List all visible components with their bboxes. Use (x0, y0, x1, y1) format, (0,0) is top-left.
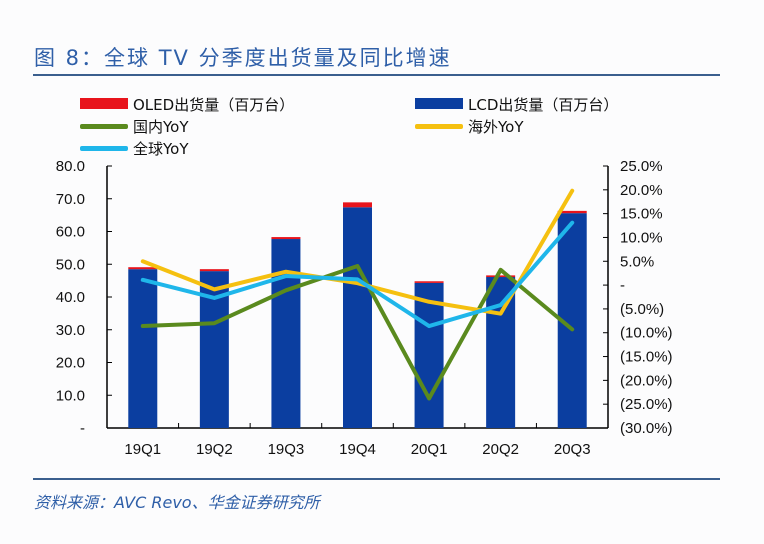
right-tick-label: (5.0%) (620, 301, 664, 318)
left-tick-label: 50.0 (56, 256, 85, 273)
bar-oled-19Q4 (343, 202, 372, 208)
legend-label: 全球YoY (133, 140, 189, 158)
bar-lcd-19Q3 (271, 239, 301, 428)
x-tick-label: 19Q1 (124, 441, 161, 458)
title-divider (33, 74, 720, 76)
left-tick-label: 70.0 (56, 191, 85, 208)
right-tick-label: - (620, 277, 625, 294)
left-tick-label: 10.0 (56, 387, 85, 404)
legend-swatch-0 (80, 98, 128, 109)
bar-oled-20Q3 (557, 210, 587, 214)
right-tick-label: 20.0% (620, 182, 663, 199)
footer-divider (33, 478, 720, 480)
left-tick-label: - (80, 420, 85, 437)
legend-label: 国内YoY (133, 118, 189, 136)
right-tick-label: (10.0%) (620, 325, 673, 342)
right-tick-label: (15.0%) (620, 349, 673, 366)
bar-lcd-19Q4 (343, 207, 372, 428)
bar-oled-20Q2 (486, 275, 516, 278)
x-tick-label: 20Q3 (554, 441, 591, 458)
right-tick-label: 10.0% (620, 229, 663, 246)
bar-oled-19Q3 (271, 237, 301, 240)
legend-swatch-3 (415, 124, 463, 129)
legend-label: LCD出货量（百万台） (468, 96, 618, 114)
right-tick-label: (20.0%) (620, 372, 673, 389)
right-tick-label: (30.0%) (620, 420, 673, 437)
x-tick-label: 19Q4 (339, 441, 376, 458)
right-tick-label: 5.0% (620, 253, 654, 270)
legend-label: OLED出货量（百万台） (133, 96, 294, 114)
left-tick-label: 20.0 (56, 355, 85, 372)
x-tick-label: 19Q3 (268, 441, 305, 458)
bar-lcd-20Q1 (414, 282, 444, 428)
bar-oled-19Q2 (199, 269, 229, 272)
source-note: 资料来源：AVC Revo、华金证券研究所 (34, 493, 320, 512)
left-tick-label: 80.0 (56, 158, 85, 175)
legend-label: 海外YoY (468, 118, 524, 136)
x-tick-label: 20Q1 (411, 441, 448, 458)
left-tick-label: 40.0 (56, 289, 85, 306)
right-tick-label: (25.0%) (620, 396, 673, 413)
bar-oled-20Q1 (414, 281, 444, 283)
left-tick-label: 30.0 (56, 322, 85, 339)
bar-lcd-19Q1 (128, 269, 158, 428)
chart-title: 图 8：全球 TV 分季度出货量及同比增速 (34, 46, 452, 70)
legend-swatch-4 (80, 146, 128, 151)
legend-swatch-1 (415, 98, 463, 109)
right-tick-label: 15.0% (620, 206, 663, 223)
x-tick-label: 20Q2 (482, 441, 519, 458)
bar-oled-19Q1 (128, 267, 158, 270)
right-tick-label: 25.0% (620, 158, 663, 175)
legend-swatch-2 (80, 124, 128, 129)
x-tick-label: 19Q2 (196, 441, 233, 458)
left-tick-label: 60.0 (56, 224, 85, 241)
